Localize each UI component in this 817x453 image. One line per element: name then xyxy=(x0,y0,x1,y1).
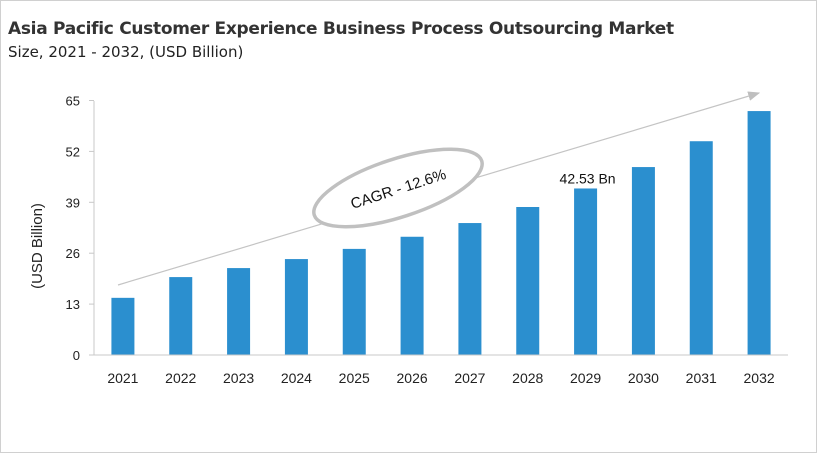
bar-2024 xyxy=(284,259,308,355)
x-tick-label: 2022 xyxy=(165,370,196,386)
bar-2025 xyxy=(342,248,366,355)
bar-2022 xyxy=(169,277,193,355)
x-tick-label: 2025 xyxy=(339,370,370,386)
bar-2030 xyxy=(631,167,655,355)
y-axis-label: (USD Billion) xyxy=(29,203,46,289)
y-tick-label: 65 xyxy=(66,94,80,109)
chart-title: Asia Pacific Customer Experience Busines… xyxy=(8,19,674,39)
bar-2029 xyxy=(574,188,598,355)
x-tick-label: 2023 xyxy=(223,370,254,386)
x-tick-label: 2021 xyxy=(107,370,138,386)
y-tick-label: 39 xyxy=(66,195,80,210)
cagr-ellipse xyxy=(312,147,484,229)
bar-2027 xyxy=(458,223,482,355)
bar-2032 xyxy=(747,111,771,356)
y-tick-label: 13 xyxy=(66,297,80,312)
data-label: 42.53 Bn xyxy=(560,170,616,186)
x-tick-label: 2028 xyxy=(512,370,543,386)
y-tick-label: 26 xyxy=(66,246,80,261)
x-tick-label: 2032 xyxy=(744,370,775,386)
x-tick-label: 2024 xyxy=(281,370,312,386)
x-tick-label: 2026 xyxy=(397,370,428,386)
x-tick-label: 2031 xyxy=(686,370,717,386)
y-tick-label: 0 xyxy=(73,348,80,363)
chart-subtitle: Size, 2021 - 2032, (USD Billion) xyxy=(8,43,244,61)
x-tick-label: 2029 xyxy=(570,370,601,386)
bar-2021 xyxy=(111,297,135,355)
x-tick-label: 2027 xyxy=(454,370,485,386)
x-tick-label: 2030 xyxy=(628,370,659,386)
bar-2028 xyxy=(516,206,540,355)
bar-2023 xyxy=(227,268,251,355)
y-tick-label: 52 xyxy=(66,144,80,159)
bar-2026 xyxy=(400,236,424,355)
bar-2031 xyxy=(689,141,713,355)
